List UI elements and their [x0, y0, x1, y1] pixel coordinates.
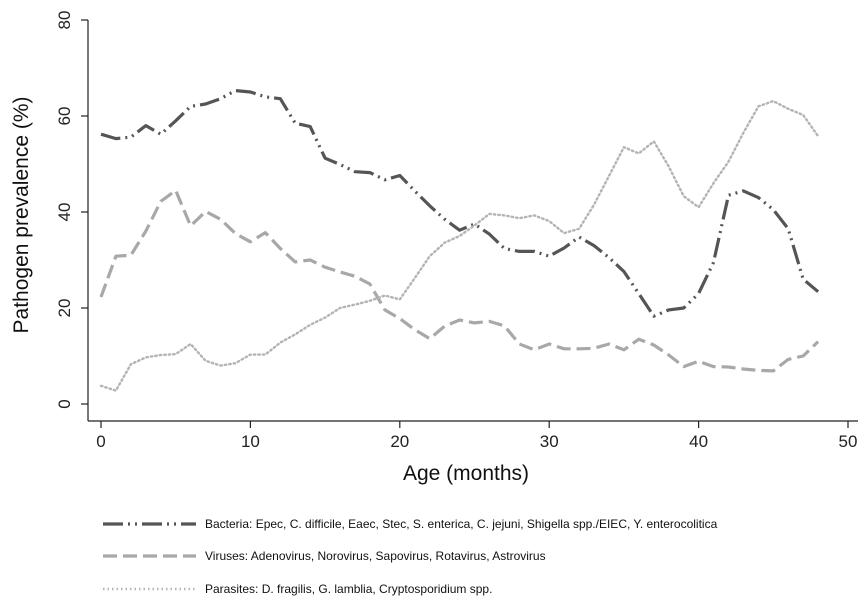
- series-line-1: [100, 88, 820, 318]
- axes: 0 10 20 30 40 50 0 20 40 60 80: [55, 11, 858, 451]
- x-tick-label: 10: [241, 432, 260, 451]
- x-tick-label: 30: [540, 432, 559, 451]
- y-axis-title: Pathogen prevalence (%): [10, 97, 33, 334]
- legend: Bacteria: Epec, C. difficile, Eaec, Stec…: [103, 517, 718, 596]
- legend-label-2: Viruses: Adenovirus, Norovirus, Sapoviru…: [205, 549, 546, 563]
- series-layer: [99, 88, 820, 392]
- series-line-3: [99, 99, 820, 392]
- y-tick-label: 80: [55, 11, 74, 30]
- x-tick-label: 0: [96, 432, 105, 451]
- x-tick-label: 20: [390, 432, 409, 451]
- x-tick-label: 50: [839, 432, 858, 451]
- y-tick-label: 40: [55, 203, 74, 222]
- y-tick-label: 0: [55, 399, 74, 408]
- y-tick-label: 60: [55, 107, 74, 126]
- series-line-2: [99, 188, 820, 373]
- legend-label-3: Parasites: D. fragilis, G. lamblia, Cryp…: [205, 582, 492, 596]
- y-tick-label: 20: [55, 299, 74, 318]
- x-axis-title: Age (months): [403, 462, 529, 485]
- legend-label-1: Bacteria: Epec, C. difficile, Eaec, Stec…: [205, 517, 718, 531]
- x-tick-label: 40: [689, 432, 708, 451]
